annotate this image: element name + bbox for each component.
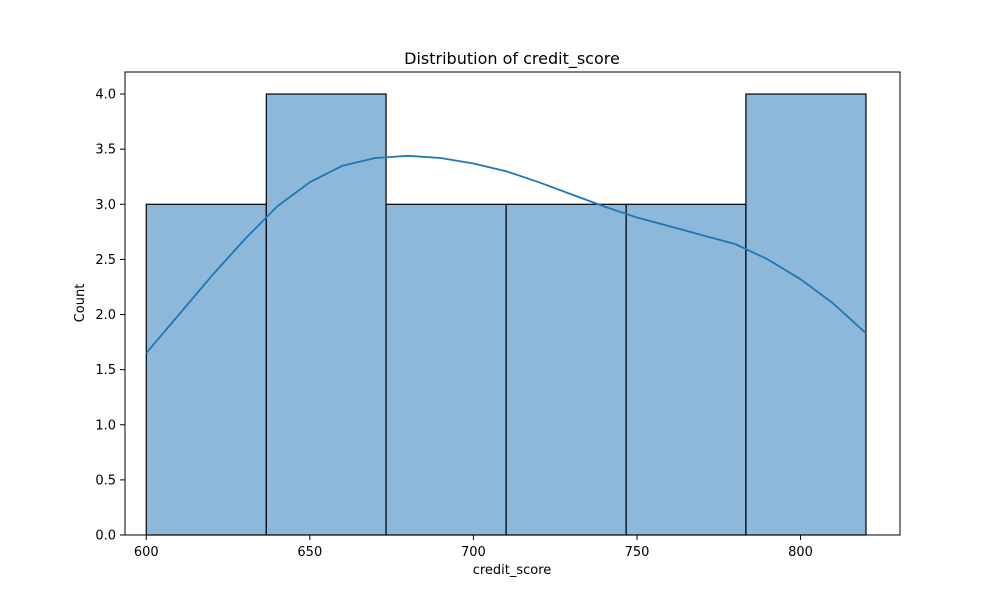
chart-title: Distribution of credit_score xyxy=(404,49,620,69)
y-tick-label: 1.5 xyxy=(95,363,116,378)
histogram-bar-2 xyxy=(265,93,387,536)
y-tick-label: 3.5 xyxy=(95,143,116,158)
x-tick-label: 800 xyxy=(788,545,813,560)
y-tick-label: 2.0 xyxy=(95,308,116,323)
histogram-bar-5 xyxy=(625,203,747,536)
y-axis: 0.0 0.5 1.0 1.5 2.0 2.5 3.0 3.5 4.0 xyxy=(95,88,125,544)
y-tick-label: 3.0 xyxy=(95,198,116,213)
plot-frame xyxy=(124,71,901,536)
x-axis: 600 650 700 750 800 xyxy=(134,535,813,560)
kde-group xyxy=(145,154,867,354)
histogram-bar-1 xyxy=(145,203,267,536)
x-tick-label: 750 xyxy=(625,545,650,560)
bars-group xyxy=(145,93,867,536)
histogram-bar-3 xyxy=(385,203,507,536)
kde-line xyxy=(145,154,867,354)
y-tick-label: 0.0 xyxy=(95,529,116,544)
y-tick-label: 1.0 xyxy=(95,418,116,433)
x-tick-label: 700 xyxy=(461,545,486,560)
x-tick-label: 650 xyxy=(297,545,322,560)
y-tick-label: 2.5 xyxy=(95,253,116,268)
y-tick-label: 4.0 xyxy=(95,88,116,103)
x-tick-label: 600 xyxy=(134,545,159,560)
histogram-bar-4 xyxy=(505,203,627,536)
y-axis-label: Count xyxy=(73,284,88,323)
y-tick-label: 0.5 xyxy=(95,473,116,488)
histogram-bar-6 xyxy=(745,93,867,536)
x-axis-label: credit_score xyxy=(473,563,552,578)
